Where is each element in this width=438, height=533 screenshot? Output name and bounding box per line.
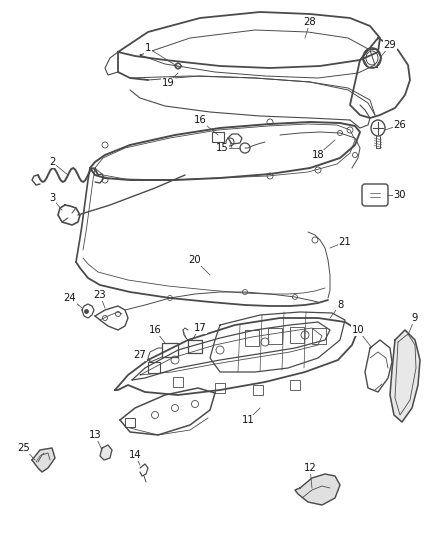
Text: 12: 12 [304, 463, 316, 473]
Bar [188, 340, 202, 353]
Text: 11: 11 [242, 415, 254, 425]
Text: 29: 29 [384, 40, 396, 50]
Text: 20: 20 [189, 255, 201, 265]
Text: 30: 30 [394, 190, 406, 200]
Text: 16: 16 [194, 115, 206, 125]
Text: 18: 18 [312, 150, 324, 160]
Text: 14: 14 [129, 450, 141, 460]
Polygon shape [32, 448, 55, 472]
Bar [290, 327, 304, 343]
Polygon shape [390, 330, 420, 422]
Text: 1: 1 [145, 43, 151, 53]
Bar [290, 380, 300, 390]
Text: 15: 15 [215, 143, 228, 153]
Text: 27: 27 [134, 350, 146, 360]
Text: 13: 13 [88, 430, 101, 440]
Text: 26: 26 [394, 120, 406, 130]
Text: 23: 23 [94, 290, 106, 300]
Bar [173, 377, 183, 387]
Polygon shape [295, 474, 340, 505]
Text: 24: 24 [64, 293, 76, 303]
Text: 3: 3 [49, 193, 55, 203]
Bar [148, 362, 160, 373]
Text: 9: 9 [412, 313, 418, 323]
Text: 28: 28 [304, 17, 316, 27]
Bar [245, 330, 259, 346]
Text: 10: 10 [352, 325, 364, 335]
Bar [212, 132, 224, 142]
Bar [162, 343, 178, 357]
Bar [312, 328, 326, 344]
Text: 21: 21 [339, 237, 351, 247]
Text: 8: 8 [337, 300, 343, 310]
Bar [215, 383, 225, 393]
Polygon shape [100, 445, 112, 460]
Bar [268, 328, 282, 344]
Bar [125, 418, 135, 427]
Text: 17: 17 [194, 323, 206, 333]
Text: 2: 2 [49, 157, 55, 167]
Text: 19: 19 [162, 78, 174, 88]
Text: 16: 16 [148, 325, 161, 335]
Text: 25: 25 [18, 443, 30, 453]
Bar [253, 385, 263, 395]
